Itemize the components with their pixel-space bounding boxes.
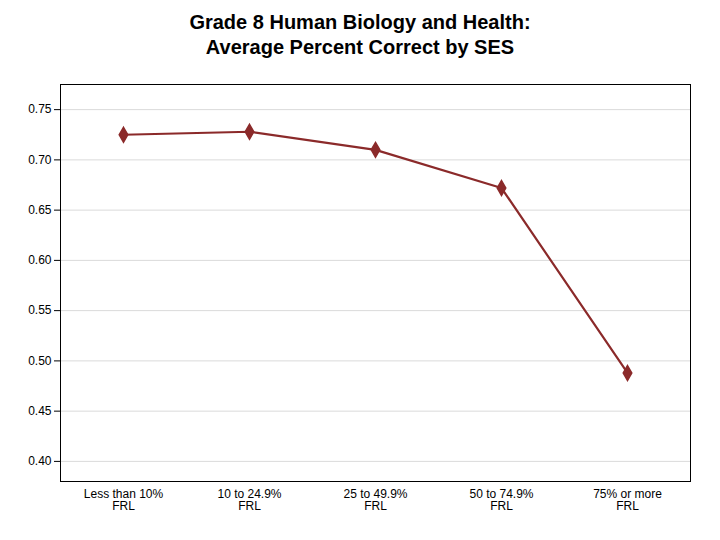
svg-text:0.45: 0.45 — [28, 404, 52, 418]
svg-text:75% or moreFRL: 75% or moreFRL — [593, 487, 662, 513]
svg-text:Less than 10%FRL: Less than 10%FRL — [84, 487, 164, 513]
svg-text:0.60: 0.60 — [28, 253, 52, 267]
html-text:Grade 8 Human Biology and Heal: Grade 8 Human Biology and Health: — [189, 11, 531, 33]
svg-text:50 to 74.9%FRL: 50 to 74.9%FRL — [469, 487, 533, 513]
svg-text:0.70: 0.70 — [28, 153, 52, 167]
svg-text:25 to 49.9%FRL: 25 to 49.9%FRL — [343, 487, 407, 513]
svg-text:0.65: 0.65 — [28, 203, 52, 217]
svg-text:0.75: 0.75 — [28, 102, 52, 116]
svg-text:0.40: 0.40 — [28, 454, 52, 468]
svg-text:10 to 24.9%FRL: 10 to 24.9%FRL — [217, 487, 281, 513]
svg-text:0.50: 0.50 — [28, 354, 52, 368]
html-text:Average Percent Correct by SES: Average Percent Correct by SES — [205, 36, 515, 58]
svg-text:0.55: 0.55 — [28, 303, 52, 317]
